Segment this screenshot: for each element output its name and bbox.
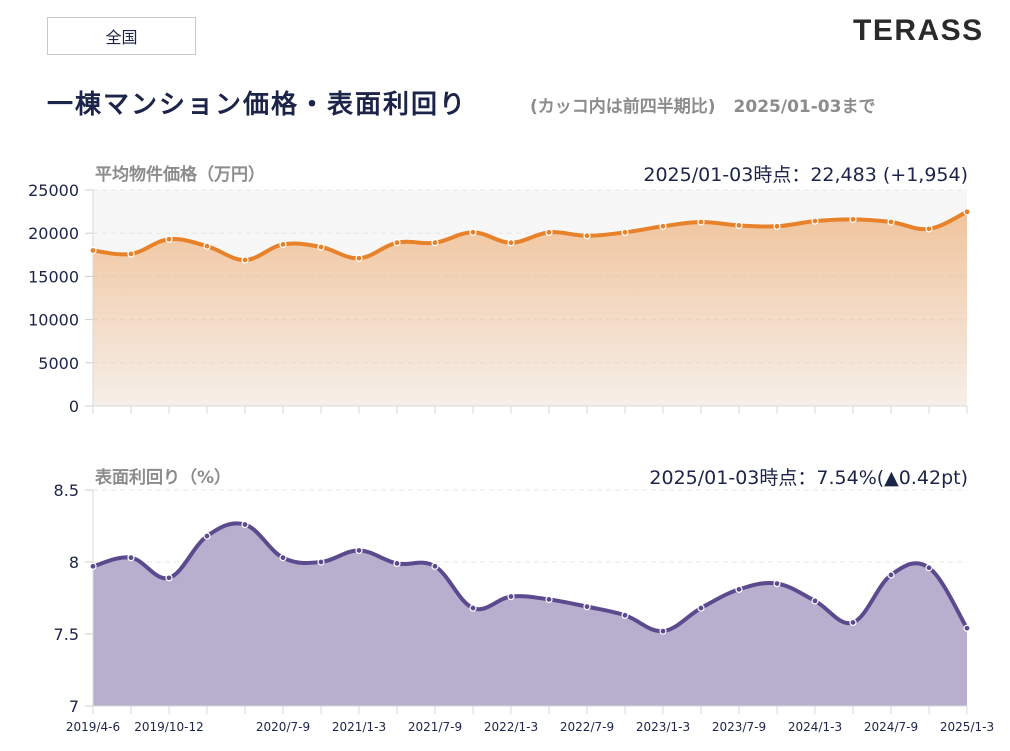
yield-chart-label: 表面利回り（%） (95, 468, 232, 488)
price-chart-label: 平均物件価格（万円） (95, 165, 265, 185)
data-point[interactable] (507, 239, 515, 247)
data-point[interactable] (279, 554, 287, 562)
yield-chart-summary: 2025/01-03時点：7.54%(▲0.42pt) (649, 467, 968, 489)
data-point[interactable] (507, 592, 515, 601)
data-point[interactable] (697, 604, 705, 612)
price-chart-summary: 2025/01-03時点：22,483 (+1,954) (643, 164, 968, 186)
data-point[interactable] (545, 595, 553, 604)
comparison-note: (カッコ内は前四半期比) (530, 97, 716, 117)
data-point[interactable] (811, 217, 819, 225)
area-fill (93, 211, 967, 406)
data-point[interactable] (127, 250, 135, 258)
data-point[interactable] (773, 222, 781, 230)
data-point[interactable] (659, 627, 667, 635)
data-point[interactable] (127, 554, 135, 562)
x-tick-label: 2020/7-9 (256, 720, 310, 734)
area-fill (93, 523, 967, 706)
page-title: 一棟マンション価格・表面利回り (47, 90, 468, 120)
data-point[interactable] (963, 208, 971, 216)
y-tick-label: 8 (69, 553, 79, 572)
logo-text: TERASS (853, 14, 984, 47)
data-point[interactable] (849, 618, 857, 627)
data-point[interactable] (355, 546, 363, 555)
x-tick-label: 2025/1-3 (940, 720, 994, 734)
x-tick-label: 2023/1-3 (636, 720, 690, 734)
terass-logo: TERASS (853, 11, 985, 47)
logo-mark: TERASS (853, 14, 984, 47)
data-point[interactable] (773, 579, 781, 588)
subtitle: (カッコ内は前四半期比) 2025/01-03まで (530, 92, 875, 117)
data-point[interactable] (811, 597, 819, 605)
x-tick-label: 2019/4-6 (66, 720, 120, 734)
data-point[interactable] (963, 624, 971, 632)
data-point[interactable] (621, 611, 629, 619)
x-tick-label: 2022/1-3 (484, 720, 538, 734)
data-point[interactable] (279, 240, 287, 249)
data-point[interactable] (583, 232, 591, 240)
data-point[interactable] (925, 564, 933, 572)
data-point[interactable] (393, 559, 401, 568)
data-point[interactable] (735, 585, 743, 593)
x-tick-label: 2022/7-9 (560, 720, 614, 734)
data-point[interactable] (849, 215, 857, 223)
data-point[interactable] (583, 603, 591, 611)
data-point[interactable] (393, 239, 401, 247)
y-tick-label: 7.5 (54, 625, 79, 644)
region-selector-label: 全国 (105, 28, 138, 47)
y-tick-label: 7 (69, 697, 79, 716)
region-selector[interactable]: 全国 (47, 17, 196, 55)
data-point[interactable] (241, 256, 249, 264)
x-tick-label: 2021/1-3 (332, 720, 386, 734)
price-chart: 0 5000 10000 15000 20000 25000 (28, 181, 971, 416)
data-point[interactable] (165, 235, 173, 243)
data-point[interactable] (89, 246, 97, 255)
as-of-date: 2025/01-03まで (733, 97, 876, 117)
data-point[interactable] (355, 254, 363, 262)
data-point[interactable] (469, 604, 477, 612)
data-point[interactable] (887, 571, 895, 579)
y-tick-label: 10000 (28, 311, 79, 330)
x-tick-label: 2019/10-12 (134, 720, 203, 734)
data-point[interactable] (887, 218, 895, 226)
data-point[interactable] (431, 239, 439, 247)
data-point[interactable] (203, 532, 211, 540)
data-point[interactable] (317, 243, 325, 251)
data-point[interactable] (659, 222, 667, 230)
data-point[interactable] (241, 520, 249, 529)
data-point[interactable] (165, 574, 173, 582)
data-point[interactable] (697, 218, 705, 226)
x-tick-label: 2021/7-9 (408, 720, 462, 734)
data-point[interactable] (925, 225, 933, 233)
x-tick-label: 2024/7-9 (864, 720, 918, 734)
x-tick-label: 2024/1-3 (788, 720, 842, 734)
y-tick-label: 0 (69, 397, 79, 416)
y-tick-label: 5000 (38, 354, 79, 373)
data-point[interactable] (469, 228, 477, 236)
y-tick-label: 8.5 (54, 481, 79, 500)
y-tick-label: 25000 (28, 181, 79, 200)
data-point[interactable] (317, 558, 325, 566)
data-point[interactable] (203, 242, 211, 250)
data-point[interactable] (89, 562, 97, 570)
data-point[interactable] (431, 562, 439, 570)
y-tick-label: 15000 (28, 267, 79, 286)
data-point[interactable] (621, 228, 629, 236)
y-tick-label: 20000 (28, 224, 79, 243)
x-tick-label: 2023/7-9 (712, 720, 766, 734)
data-point[interactable] (735, 221, 743, 230)
data-point[interactable] (545, 228, 553, 236)
